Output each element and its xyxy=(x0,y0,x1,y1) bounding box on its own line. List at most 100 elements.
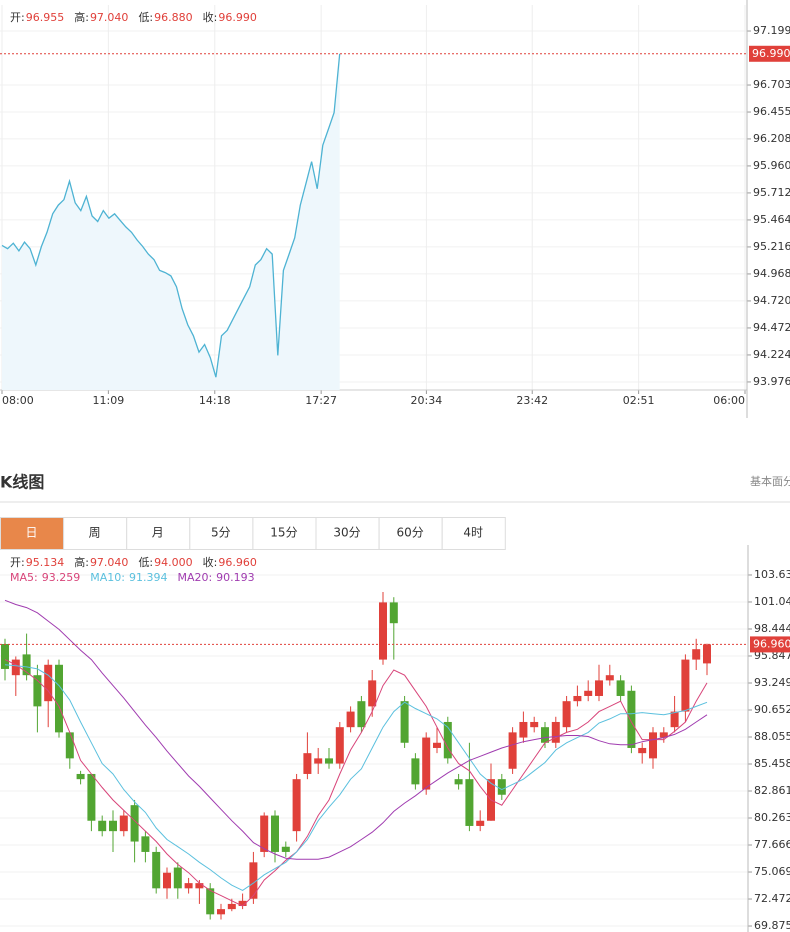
candle-body xyxy=(422,737,431,790)
tab-label[interactable]: 60分 xyxy=(397,526,424,540)
y-tick-label: 94.472 xyxy=(753,321,790,334)
legend-value: 91.394 xyxy=(129,571,168,584)
candle-body xyxy=(551,721,560,743)
candle-body xyxy=(649,732,657,759)
candle-body xyxy=(141,836,150,852)
candle-body xyxy=(87,773,96,821)
candle-body xyxy=(692,649,701,660)
tab[interactable] xyxy=(126,517,191,550)
candle-body xyxy=(346,711,355,728)
x-tick-label: 08:00 xyxy=(2,394,34,407)
candle-body xyxy=(109,820,117,832)
tab[interactable] xyxy=(441,517,506,550)
y-tick-label: 95.464 xyxy=(753,213,790,226)
header-label: 高: xyxy=(74,10,89,24)
x-tick-label: 14:18 xyxy=(199,394,231,407)
candle-body xyxy=(303,753,312,774)
y-tick-label: 95.960 xyxy=(753,159,790,172)
last-price-label: 96.990 xyxy=(752,47,790,60)
candle-body xyxy=(357,701,366,728)
candle-body xyxy=(530,721,539,728)
header-label: 低: xyxy=(138,11,153,24)
header-value: 97.040 xyxy=(90,11,129,24)
candle-body xyxy=(260,815,269,852)
tab-label[interactable]: 周 xyxy=(89,526,101,540)
candle-body xyxy=(541,727,549,743)
candle-body xyxy=(76,773,85,780)
y-tick-label: 95.216 xyxy=(753,240,790,253)
ma-line xyxy=(4,599,708,860)
header-value: 96.990 xyxy=(218,11,257,24)
candle-body xyxy=(595,680,603,696)
header-label: 高: xyxy=(74,555,89,569)
header-label: 低: xyxy=(138,556,153,569)
y-tick-label: 75.069 xyxy=(754,865,790,878)
y-tick-label: 96.455 xyxy=(753,105,790,118)
tab-label[interactable]: 30分 xyxy=(333,526,360,540)
candle-body xyxy=(389,602,398,624)
candle-body xyxy=(443,721,452,759)
tab[interactable] xyxy=(315,517,380,550)
header-label: 开: xyxy=(10,556,25,569)
ma-line xyxy=(4,659,708,907)
candle-body xyxy=(11,659,20,676)
candle-body xyxy=(454,779,463,785)
candle-body xyxy=(476,820,485,826)
legend-name: MA10: xyxy=(90,571,125,584)
candle-body xyxy=(335,727,344,764)
y-tick-label: 93.249 xyxy=(754,676,790,689)
y-tick-label: 85.458 xyxy=(754,757,790,770)
candle-body xyxy=(292,779,301,832)
header-value: 96.880 xyxy=(154,11,193,24)
candle-body xyxy=(130,805,139,842)
candle-body xyxy=(206,888,215,915)
candle-body xyxy=(562,701,571,728)
y-tick-label: 94.968 xyxy=(753,267,790,280)
y-tick-label: 103.638 xyxy=(754,568,790,581)
tab-label[interactable]: 日 xyxy=(26,526,38,540)
header-value: 96.955 xyxy=(26,11,65,24)
candle-body xyxy=(400,701,409,743)
y-tick-label: 69.875 xyxy=(754,919,790,932)
candle-body xyxy=(465,779,474,826)
header-value: 97.040 xyxy=(90,556,129,569)
candle-body xyxy=(368,680,377,707)
x-tick-label: 20:34 xyxy=(411,394,443,407)
x-tick-label: 11:09 xyxy=(93,394,125,407)
candle-body xyxy=(238,900,247,907)
candle-body xyxy=(508,732,517,769)
candle-body xyxy=(379,602,387,660)
candle-body xyxy=(325,758,333,764)
candle-body xyxy=(65,732,74,759)
legend-value: 90.193 xyxy=(216,571,255,584)
x-tick-label: 17:27 xyxy=(305,394,337,407)
section-link[interactable]: 基本面分 xyxy=(750,474,790,488)
candle-body xyxy=(314,758,323,764)
section-title: K线图 xyxy=(0,473,44,492)
y-tick-label: 77.666 xyxy=(754,838,790,851)
y-tick-label: 93.976 xyxy=(753,375,790,388)
tab-label[interactable]: 月 xyxy=(152,526,164,540)
y-tick-label: 90.652 xyxy=(754,703,790,716)
candle-body xyxy=(173,867,182,889)
tab[interactable] xyxy=(63,517,128,550)
candle-body xyxy=(163,872,171,889)
candle-body xyxy=(55,664,63,733)
candle-body xyxy=(1,643,9,669)
x-tick-label: 02:51 xyxy=(623,394,655,407)
x-tick-label: 06:00 xyxy=(713,394,745,407)
candle-body xyxy=(616,680,625,696)
candle-body xyxy=(497,779,506,795)
header-value: 94.000 xyxy=(154,556,193,569)
candle-body xyxy=(281,846,290,852)
tab-label[interactable]: 15分 xyxy=(270,526,297,540)
header-value: 96.960 xyxy=(218,556,257,569)
tab-label[interactable]: 5分 xyxy=(211,526,231,540)
tab-label[interactable]: 4时 xyxy=(463,526,483,540)
legend-name: MA20: xyxy=(177,571,212,584)
candle-body xyxy=(703,644,711,664)
candle-body xyxy=(433,742,441,748)
y-tick-label: 101.041 xyxy=(754,595,790,608)
